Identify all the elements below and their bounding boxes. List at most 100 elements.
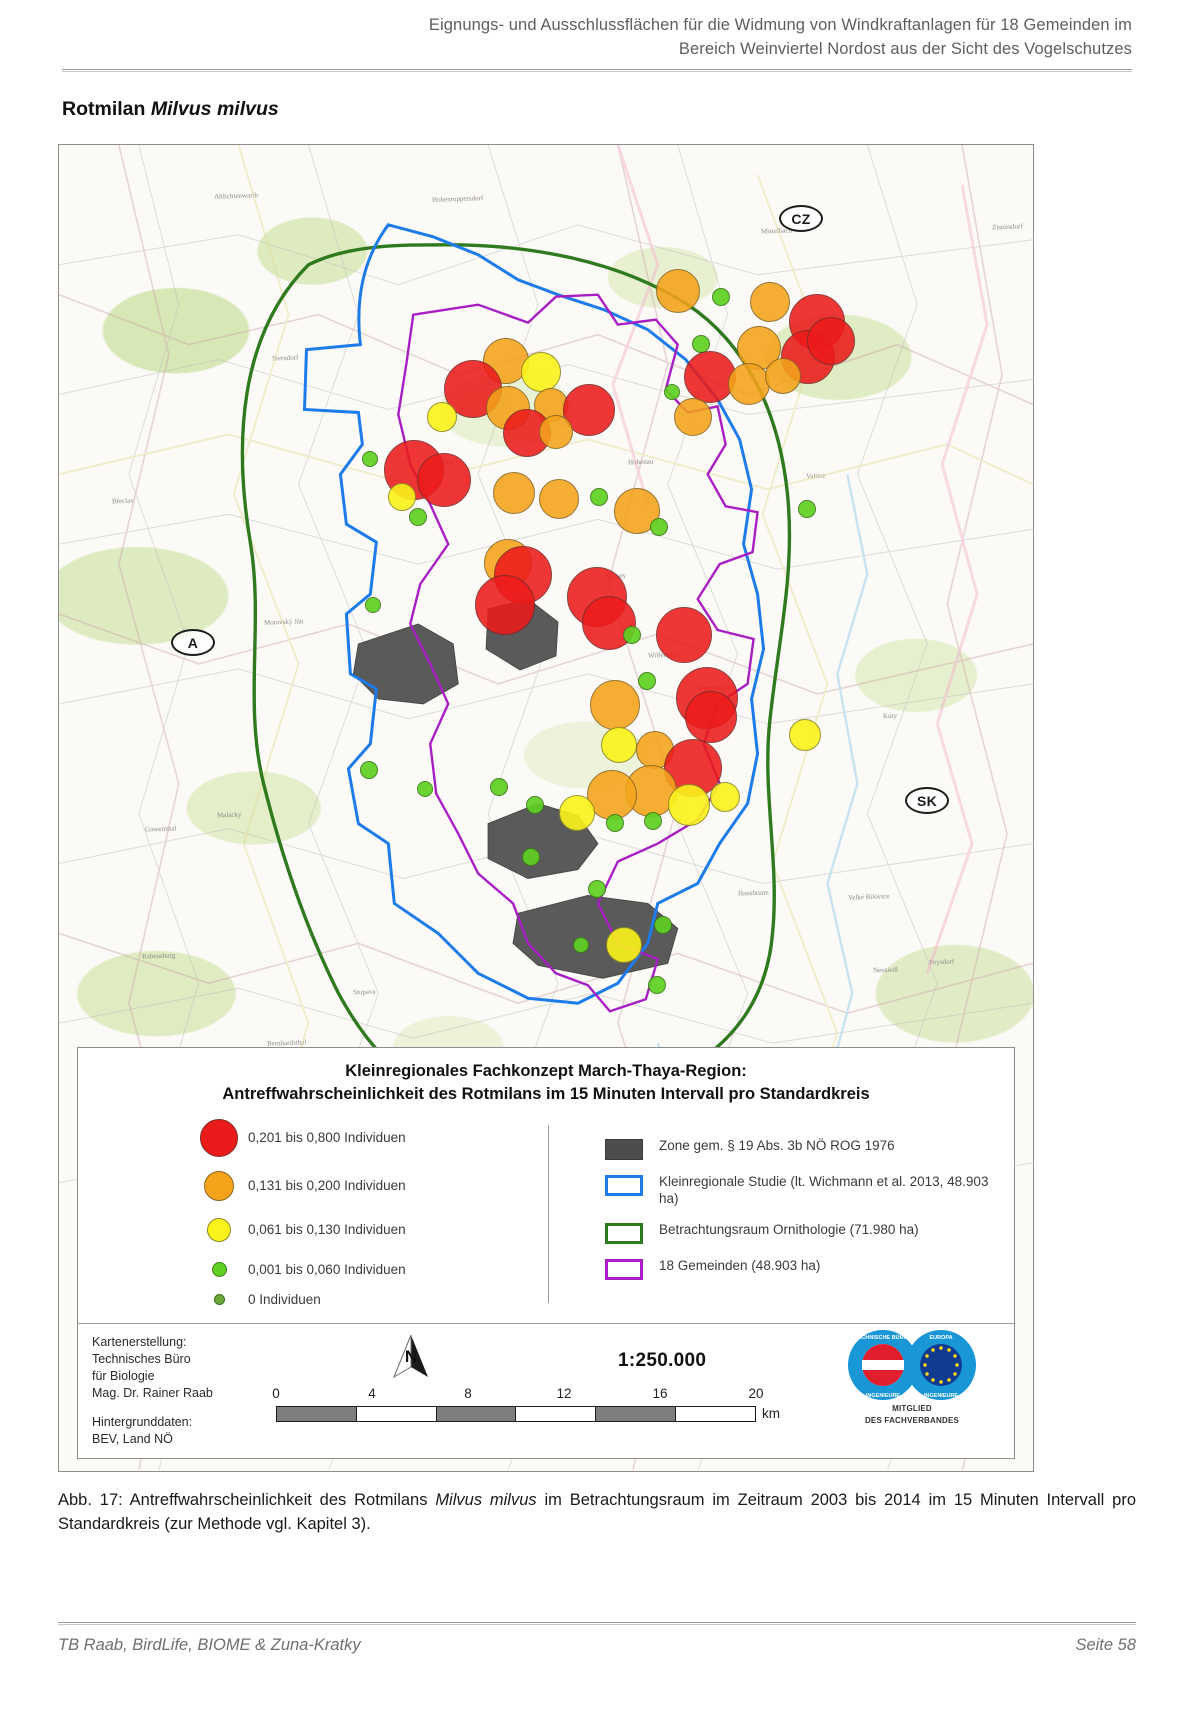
page-title: Rotmilan Milvus milvus: [62, 98, 1194, 121]
legend-class-label: 0,001 bis 0,060 Individuen: [248, 1261, 406, 1277]
svg-text:N: N: [405, 1347, 417, 1366]
svg-text:INGENIEURE: INGENIEURE: [924, 1393, 959, 1399]
occurrence-circle-green: [362, 451, 378, 467]
occurrence-circle-green: [654, 916, 672, 934]
occurrence-circle-yellow: [668, 784, 710, 826]
map-scale-value: 1:250.000: [618, 1349, 707, 1371]
caption-suffix: im Betrachtungsraum im Zeitraum 2003 bis…: [58, 1491, 1136, 1534]
occurrence-circle-green: [712, 288, 730, 306]
occurrence-circle-green: [417, 781, 433, 797]
occurrence-circle-orange: [493, 472, 535, 514]
legend-swatch-study-area: [605, 1173, 659, 1196]
page-footer: TB Raab, BirdLife, BIOME & Zuna-Kratky S…: [58, 1636, 1136, 1655]
occurrence-circle-orange: [750, 282, 790, 322]
legend-swatch-zone: [605, 1137, 659, 1160]
country-badge-sk: SK: [905, 787, 949, 814]
occurrence-circle-green: [588, 880, 606, 898]
occurrence-circle-red: [807, 317, 855, 365]
map-figure: HohenauDrösingRingelsdorfDürnkrutJedensp…: [58, 144, 1034, 1472]
legend-class-row: 0,061 bis 0,130 Individuen: [190, 1215, 548, 1245]
legend-class-label: 0,061 bis 0,130 Individuen: [248, 1221, 406, 1237]
cartography-label: Kartenerstellung:: [92, 1334, 187, 1349]
legend-swatch-municipalities: [605, 1257, 659, 1280]
occurrence-circle-yellow: [606, 927, 642, 963]
svg-text:EUROPA: EUROPA: [929, 1335, 952, 1341]
legend-class-row: 0,131 bis 0,200 Individuen: [190, 1170, 548, 1201]
header-line-2: Bereich Weinviertel Nordost aus der Sich…: [678, 39, 1132, 58]
map-legend-panel: Kleinregionales Fachkonzept March-Thaya-…: [77, 1047, 1015, 1459]
svg-text:TECHNISCHE BÜROS: TECHNISCHE BÜROS: [854, 1334, 911, 1341]
country-badge-a: A: [171, 629, 215, 656]
occurrence-circle-orange: [539, 415, 573, 449]
legend-title: Kleinregionales Fachkonzept March-Thaya-…: [78, 1048, 1014, 1110]
caption-scientific-name: Milvus milvus: [435, 1491, 537, 1509]
page-header: Eignungs- und Ausschlussflächen für die …: [0, 0, 1194, 62]
legend-area-label: Zone gem. § 19 Abs. 3b NÖ ROG 1976: [659, 1137, 895, 1153]
header-divider: [62, 68, 1132, 72]
logo-caption-line-1: MITGLIED: [892, 1403, 932, 1413]
occurrence-circle-yellow: [388, 483, 416, 511]
occurrence-circle-red: [475, 575, 535, 635]
scalebar-tick-labels: 0 4 8 12 16 20: [272, 1385, 806, 1406]
cartography-line-2: für Biologie: [92, 1369, 155, 1383]
caption-prefix: Abb. 17: Antreffwahrscheinlichkeit des R…: [58, 1491, 436, 1509]
occurrence-circle-green: [623, 626, 641, 644]
occurrence-circle-orange: [674, 398, 712, 436]
occurrence-circle-orange: [728, 363, 770, 405]
occurrence-circle-orange: [765, 358, 801, 394]
legend-divider: [548, 1124, 549, 1303]
legend-area-label: Kleinregionale Studie (lt. Wichmann et a…: [659, 1173, 989, 1207]
legend-dot-dark-green: [190, 1294, 248, 1305]
occurrence-circle-orange: [539, 479, 579, 519]
legend-class-row: 0,201 bis 0,800 Individuen: [190, 1118, 548, 1157]
footer-divider: [58, 1622, 1136, 1625]
occurrence-circle-red: [684, 351, 736, 403]
occurrence-circle-yellow: [710, 782, 740, 812]
zone-polygons-layer: [352, 598, 679, 979]
occurrence-circle-yellow: [427, 402, 457, 432]
legend-class-row: 0 Individuen: [190, 1291, 548, 1309]
occurrence-circle-yellow: [559, 795, 595, 831]
scalebar-tick: 20: [748, 1385, 764, 1401]
legend-area-label: Betrachtungsraum Ornithologie (71.980 ha…: [659, 1221, 919, 1237]
legend-title-line-1: Kleinregionales Fachkonzept March-Thaya-…: [345, 1062, 747, 1081]
occurrence-circle-green: [798, 500, 816, 518]
scalebar-tick: 16: [652, 1385, 668, 1401]
background-data-value: BEV, Land NÖ: [92, 1431, 173, 1446]
svg-text:INGENIEURE: INGENIEURE: [866, 1393, 901, 1399]
scalebar-tick: 12: [556, 1385, 572, 1401]
occurrence-circle-green: [526, 796, 544, 814]
legend-area-row: Kleinregionale Studie (lt. Wichmann et a…: [605, 1173, 1014, 1208]
legend-class-label: 0 Individuen: [248, 1291, 321, 1307]
legend-area-row: 18 Gemeinden (48.903 ha): [605, 1257, 1014, 1280]
species-scientific-name: Milvus milvus: [150, 97, 279, 120]
occurrence-circle-red: [417, 453, 471, 507]
eu-engineers-logo-icon: EUROPA INGENIEURE: [906, 1329, 976, 1400]
cartography-line-3: Mag. Dr. Rainer Raab: [92, 1386, 213, 1401]
tb-austria-logo-icon: TECHNISCHE BÜROS INGENIEURE: [848, 1329, 918, 1400]
legend-areas-column: Zone gem. § 19 Abs. 3b NÖ ROG 1976 Klein…: [549, 1119, 1014, 1309]
footer-page-number: Seite 58: [1075, 1636, 1136, 1654]
occurrence-circle-green: [650, 518, 668, 536]
occurrence-circle-green: [664, 384, 680, 400]
scalebar-tick: 8: [464, 1385, 472, 1401]
scalebar-bar: [276, 1405, 756, 1422]
occurrence-circle-green: [590, 488, 608, 506]
map-credit-strip: Kartenerstellung: Technisches Büro für B…: [78, 1322, 1014, 1459]
legend-class-row: 0,001 bis 0,060 Individuen: [190, 1259, 548, 1281]
scalebar-tick: 0: [272, 1385, 280, 1401]
legend-class-label: 0,201 bis 0,800 Individuen: [248, 1129, 406, 1145]
header-line-1: Eignungs- und Ausschlussflächen für die …: [428, 16, 1132, 34]
legend-dot-red: [190, 1118, 248, 1157]
cartography-credits: Kartenerstellung: Technisches Büro für B…: [78, 1334, 288, 1449]
legend-classes-column: 0,201 bis 0,800 Individuen 0,131 bis 0,2…: [78, 1118, 548, 1309]
occurrence-circle-green: [360, 761, 378, 779]
legend-class-label: 0,131 bis 0,200 Individuen: [248, 1177, 406, 1193]
occurrence-circle-yellow: [789, 719, 821, 751]
occurrence-circle-yellow: [521, 352, 561, 392]
north-arrow-icon: N: [388, 1332, 434, 1387]
scalebar-tick: 4: [368, 1385, 376, 1401]
occurrence-circle-green: [644, 812, 662, 830]
legend-body: 0,201 bis 0,800 Individuen 0,131 bis 0,2…: [78, 1111, 1014, 1323]
map-scalebar: 0 4 8 12 16 20 km: [272, 1385, 806, 1422]
